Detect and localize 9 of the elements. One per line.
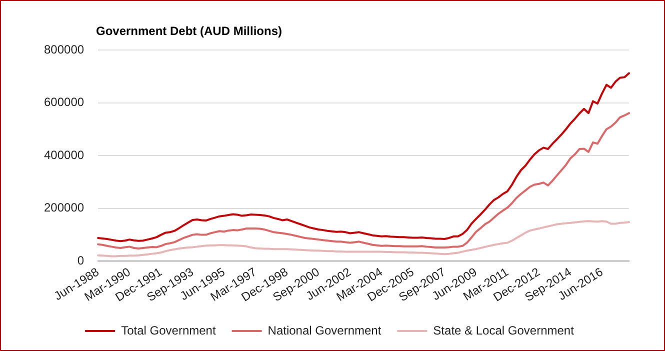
legend-label: National Government <box>268 323 382 338</box>
y-tick-label: 200000 <box>44 200 84 215</box>
y-tick-label: 400000 <box>44 148 84 162</box>
y-tick-label: 800000 <box>44 42 84 56</box>
chart-title: Government Debt (AUD Millions) <box>96 24 282 38</box>
legend-label: State & Local Government <box>433 323 575 338</box>
legend-label: Total Government <box>121 323 216 338</box>
y-tick-label: 600000 <box>44 95 84 110</box>
y-tick-label: 0 <box>77 254 84 268</box>
